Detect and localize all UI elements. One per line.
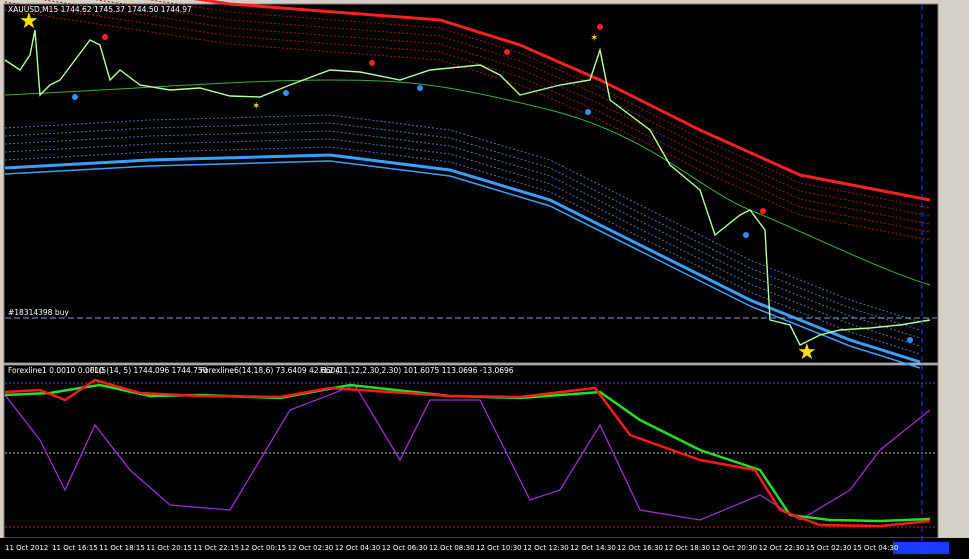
- red-band-line: [4, 1, 931, 233]
- time-label: 12 Oct 12:30: [523, 544, 569, 552]
- time-label: 11 Oct 16:15: [52, 544, 98, 552]
- svg-text:★: ★: [797, 340, 817, 365]
- blue-band-outer: [4, 160, 921, 369]
- time-label: 12 Oct 20:30: [712, 544, 758, 552]
- red-band-line: [41, 0, 931, 225]
- time-label: 11 Oct 2012: [5, 544, 48, 552]
- time-label: 12 Oct 02:30: [288, 544, 334, 552]
- time-label: 15 Oct 02:30: [806, 544, 852, 552]
- main-chart: [3, 3, 939, 364]
- time-label: 12 Oct 18:30: [664, 544, 710, 552]
- svg-text:✶: ✶: [252, 101, 260, 112]
- slow-line: [4, 378, 931, 528]
- blue-band-line: [4, 138, 921, 347]
- moving-average: [4, 79, 931, 286]
- red-band-line: [147, 0, 931, 209]
- indicator-label: FL(5(14, 5) 1744.096 1744.750: [90, 366, 208, 375]
- time-axis: [0, 538, 969, 559]
- svg-text:✶: ✶: [590, 33, 598, 44]
- time-label: 12 Oct 22:30: [759, 544, 805, 552]
- time-label: 12 Oct 00:15: [241, 544, 287, 552]
- time-label: 15 Oct 04:30: [853, 544, 899, 552]
- red-band: [193, 0, 931, 202]
- indicator-label: Forexline1 0.0010 0.0010: [8, 366, 104, 375]
- time-label: 12 Oct 08:30: [429, 544, 475, 552]
- indicator-label: Forexline6(14,18,6) 73.6409 42.6604: [200, 366, 340, 375]
- time-cursor-label: [893, 542, 949, 554]
- indicator-label: FL2 (11,12,2.30,2.30) 101.6075 113.0696 …: [320, 366, 514, 375]
- time-label: 12 Oct 04:30: [335, 544, 381, 552]
- signal-dots: ★ ★ ✶ ✶: [19, 9, 913, 365]
- svg-text:★: ★: [19, 9, 39, 34]
- blue-band-line: [4, 130, 921, 339]
- blue-band-line: [4, 122, 921, 331]
- time-label: 11 Oct 22:15: [193, 544, 239, 552]
- time-label: 11 Oct 18:15: [99, 544, 145, 552]
- symbol-header: XAUUSD,M15 1744.62 1745.37 1744.50 1744.…: [8, 5, 192, 14]
- red-band-line: [94, 0, 931, 217]
- blue-band-line: [4, 114, 921, 323]
- time-label: 12 Oct 16:30: [617, 544, 663, 552]
- indicator-panel: [3, 364, 939, 539]
- time-label: 12 Oct 10:30: [476, 544, 522, 552]
- blue-band-line: [4, 146, 921, 355]
- time-labels: 11 Oct 2012 11 Oct 16:15 11 Oct 18:15 11 Oc…: [5, 544, 898, 552]
- red-band-line: [4, 9, 931, 241]
- order-label: #18314398 buy: [8, 308, 69, 317]
- oscillator-line: [4, 384, 931, 521]
- bands: [4, 0, 931, 369]
- time-label: 12 Oct 06:30: [382, 544, 428, 552]
- time-label: 12 Oct 14:30: [570, 544, 616, 552]
- price-candles: [4, 29, 931, 346]
- time-label: 11 Oct 20:15: [146, 544, 192, 552]
- blue-band: [4, 153, 921, 364]
